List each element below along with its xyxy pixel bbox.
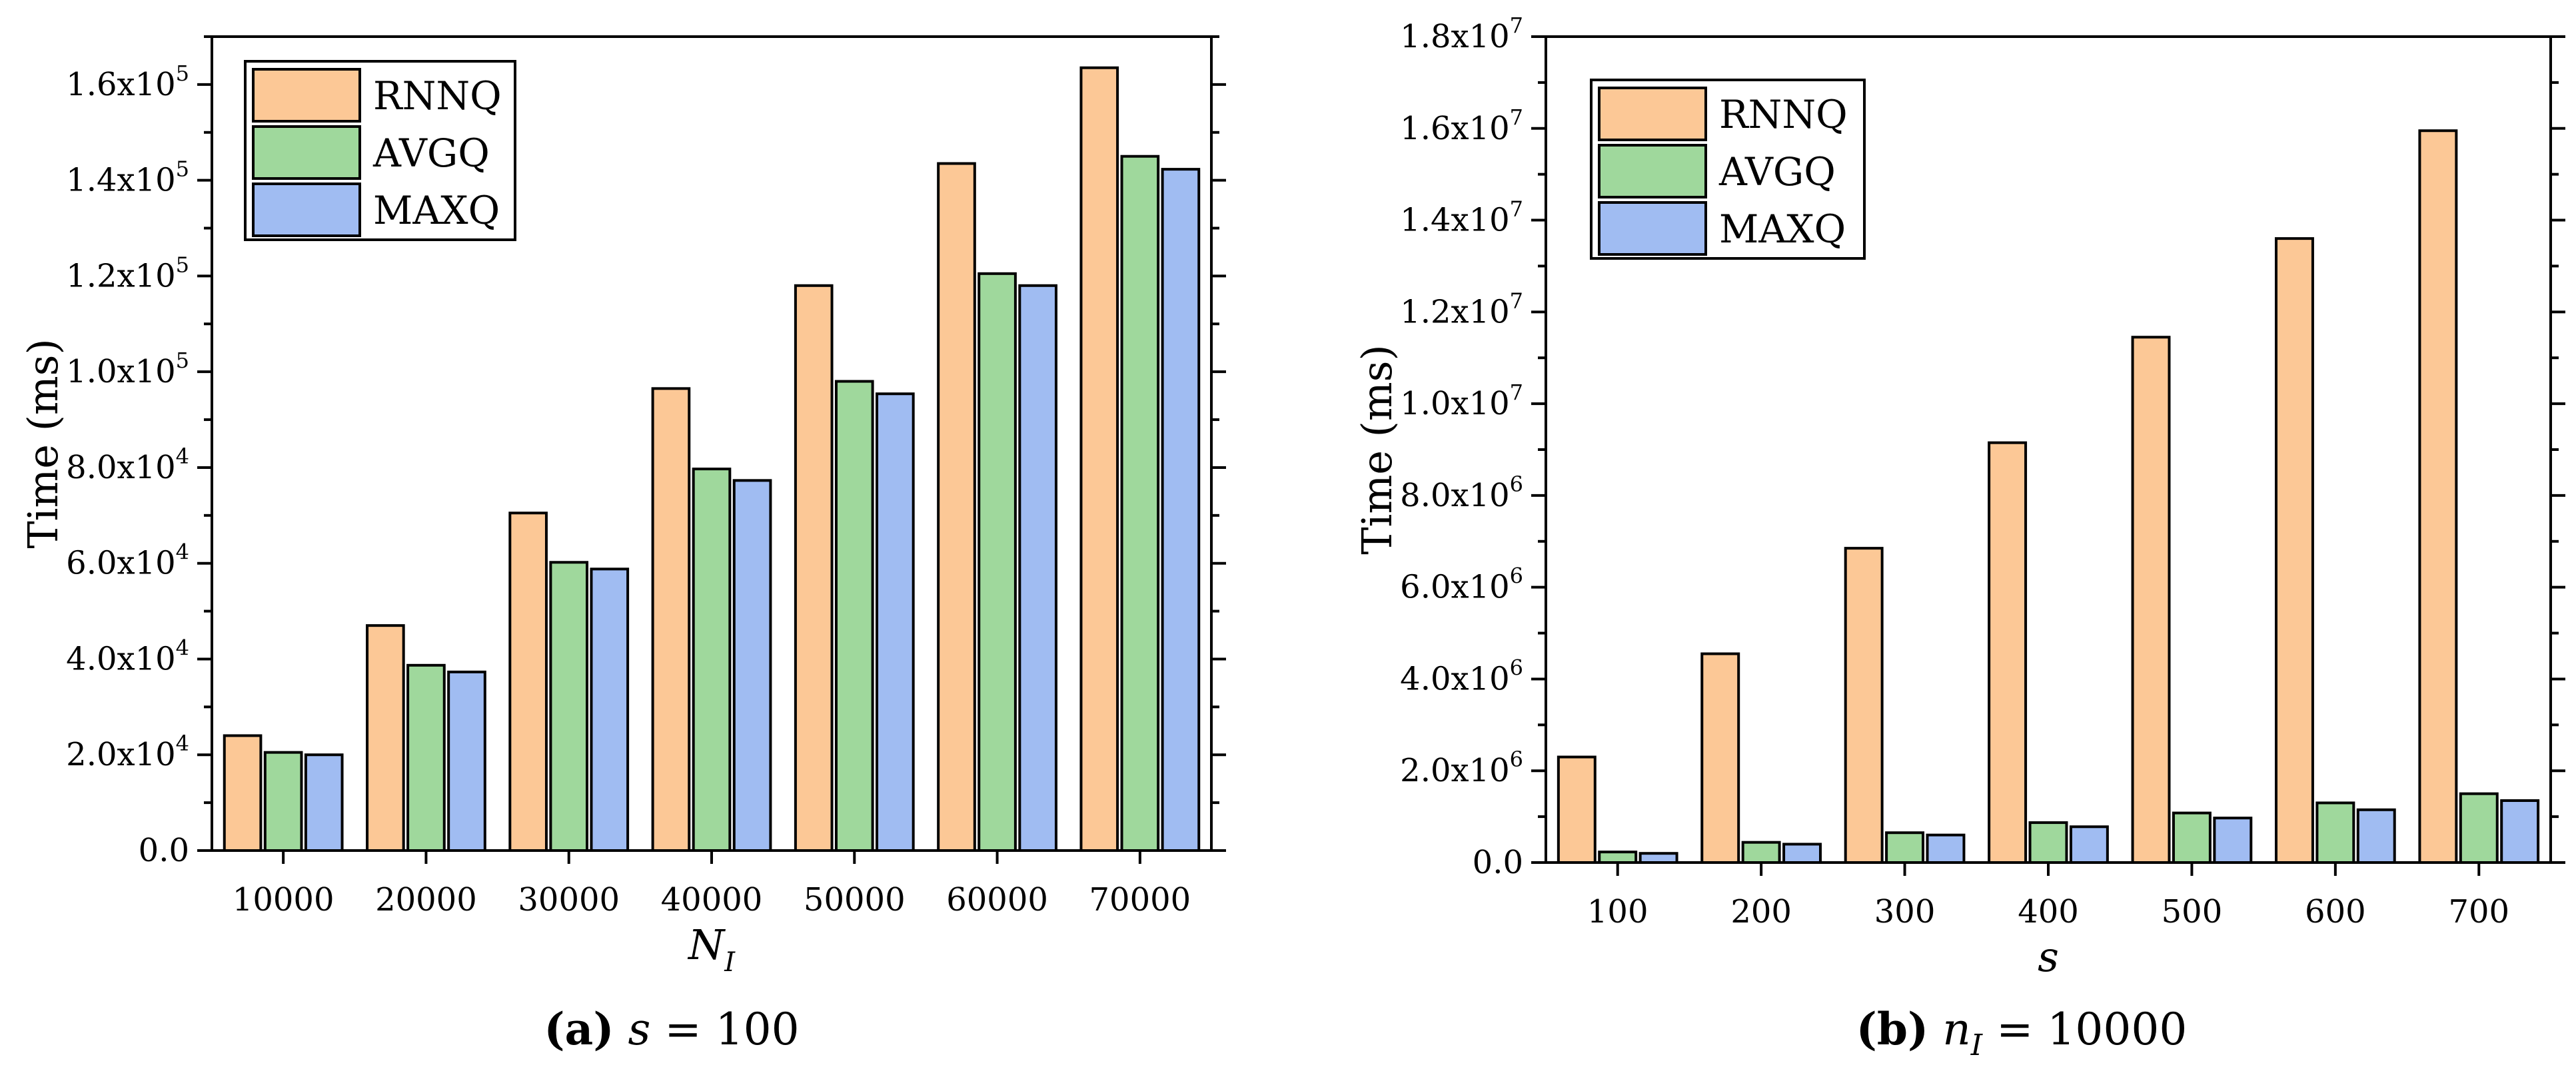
bar-rnnq-700 (2418, 129, 2458, 865)
bar-rnnq-200 (1700, 652, 1740, 864)
bar-avgq-400 (2028, 821, 2068, 864)
legend-label-maxq: MAXQ (1719, 206, 1846, 252)
bar-maxq-70000 (1161, 168, 1201, 852)
x-tick-label: 600 (2305, 893, 2366, 930)
bar-maxq-40000 (732, 479, 772, 852)
bar-avgq-600 (2315, 801, 2355, 865)
bar-rnnq-10000 (223, 734, 263, 852)
caption-b: (b) nI = 10000 (1856, 1003, 2188, 1062)
y-tick-label: 0.0 (1473, 844, 1523, 881)
bar-avgq-200 (1741, 841, 1781, 864)
y-tick-label: 1.4x105 (66, 157, 189, 199)
x-tick-label: 200 (1730, 893, 1792, 930)
bar-avgq-700 (2459, 792, 2499, 864)
y-tick-label: 1.2x107 (1400, 288, 1523, 330)
bar-rnnq-300 (1844, 547, 1884, 864)
y-axis-title: Time (ms) (19, 338, 67, 548)
y-tick-label: 6.0x104 (66, 539, 189, 582)
bar-avgq-70000 (1120, 155, 1160, 852)
bar-rnnq-50000 (794, 284, 834, 853)
x-tick-label: 40000 (661, 881, 763, 918)
bar-avgq-50000 (834, 380, 874, 852)
y-tick-label: 1.6x105 (66, 61, 189, 103)
bar-avgq-20000 (406, 663, 446, 852)
legend-label-avgq: AVGQ (1718, 149, 1836, 194)
y-tick-label: 2.0x104 (66, 731, 189, 773)
bar-avgq-300 (1885, 831, 1925, 864)
bar-rnnq-20000 (366, 624, 405, 852)
legend-label-maxq: MAXQ (373, 188, 500, 233)
chart-a: 0.0 2.0x104 4.0x104 6.0x104 8.0x104 1.0x105 1.… (19, 35, 1226, 978)
bar-avgq-40000 (692, 468, 732, 852)
bar-rnnq-30000 (508, 512, 548, 853)
bar-maxq-10000 (304, 753, 344, 853)
legend-label-rnnq: RNNQ (373, 73, 502, 119)
y-tick-label: 1.0x107 (1400, 380, 1523, 422)
bar-rnnq-60000 (937, 162, 976, 852)
captions: (a) s = 100 (b) nI = 10000 (544, 1003, 2187, 1062)
x-tick-label: 70000 (1089, 881, 1191, 918)
x-tick-label: 60000 (946, 881, 1048, 918)
bar-avgq-500 (2172, 811, 2212, 864)
bar-avgq-10000 (263, 751, 303, 853)
y-tick-label: 8.0x104 (66, 444, 189, 486)
bar-maxq-600 (2356, 808, 2396, 865)
x-axis-title: s (2038, 932, 2059, 981)
legend-swatch-maxq (252, 182, 361, 237)
bar-avgq-30000 (549, 561, 589, 852)
bar-maxq-20000 (447, 670, 486, 853)
bar-maxq-100 (1638, 852, 1678, 864)
bar-maxq-30000 (590, 567, 630, 853)
x-tick-label: 500 (2162, 893, 2223, 930)
y-tick-label: 6.0x106 (1400, 563, 1523, 606)
bar-maxq-50000 (876, 392, 915, 852)
y-tick-label: 4.0x106 (1400, 655, 1523, 697)
chart-b: 0.0 2.0x106 4.0x106 6.0x106 8.0x106 1.0x107 1.… (1353, 13, 2565, 981)
legend-swatch-avgq (1598, 144, 1707, 198)
x-tick-label: 30000 (518, 881, 620, 918)
bar-maxq-500 (2213, 817, 2253, 864)
legend-label-rnnq: RNNQ (1719, 92, 1848, 137)
y-tick-label: 1.4x107 (1400, 196, 1523, 239)
y-tick-label: 1.2x105 (66, 252, 189, 294)
bar-rnnq-70000 (1079, 66, 1119, 853)
y-axis-title: Time (ms) (1353, 344, 1401, 554)
x-tick-label: 50000 (804, 881, 906, 918)
bar-avgq-100 (1598, 851, 1638, 864)
y-tick-label: 1.6x107 (1400, 105, 1523, 147)
bar-maxq-200 (1782, 843, 1822, 865)
bar-rnnq-600 (2274, 237, 2314, 865)
y-tick-label: 1.0x105 (66, 348, 189, 390)
legend-swatch-rnnq (1598, 87, 1707, 141)
x-tick-label: 700 (2448, 893, 2509, 930)
legend-swatch-maxq (1598, 201, 1707, 256)
bar-maxq-400 (2069, 825, 2109, 865)
bar-avgq-60000 (977, 272, 1017, 853)
bar-maxq-700 (2500, 799, 2540, 864)
x-tick-label: 300 (1874, 893, 1936, 930)
x-axis-title: NI (687, 920, 736, 978)
bar-maxq-300 (1926, 833, 1966, 864)
y-tick-label: 4.0x104 (66, 635, 189, 677)
bar-rnnq-500 (2131, 336, 2171, 864)
legend-label-avgq: AVGQ (372, 131, 490, 176)
legend-swatch-rnnq (252, 68, 361, 123)
x-tick-label: 400 (2018, 893, 2079, 930)
bar-maxq-60000 (1018, 284, 1057, 853)
x-tick-label: 10000 (233, 881, 334, 918)
caption-a: (a) s = 100 (544, 1003, 799, 1055)
y-tick-label: 8.0x106 (1400, 472, 1523, 514)
x-tick-label: 100 (1587, 893, 1648, 930)
legend-swatch-avgq (252, 125, 361, 180)
y-tick-label: 2.0x106 (1400, 747, 1523, 789)
bar-rnnq-400 (1988, 441, 2028, 864)
bar-rnnq-100 (1557, 755, 1597, 864)
y-tick-label: 0.0 (139, 832, 189, 869)
x-tick-label: 20000 (375, 881, 477, 918)
bar-rnnq-40000 (651, 387, 691, 852)
y-tick-label: 1.8x107 (1400, 13, 1523, 55)
